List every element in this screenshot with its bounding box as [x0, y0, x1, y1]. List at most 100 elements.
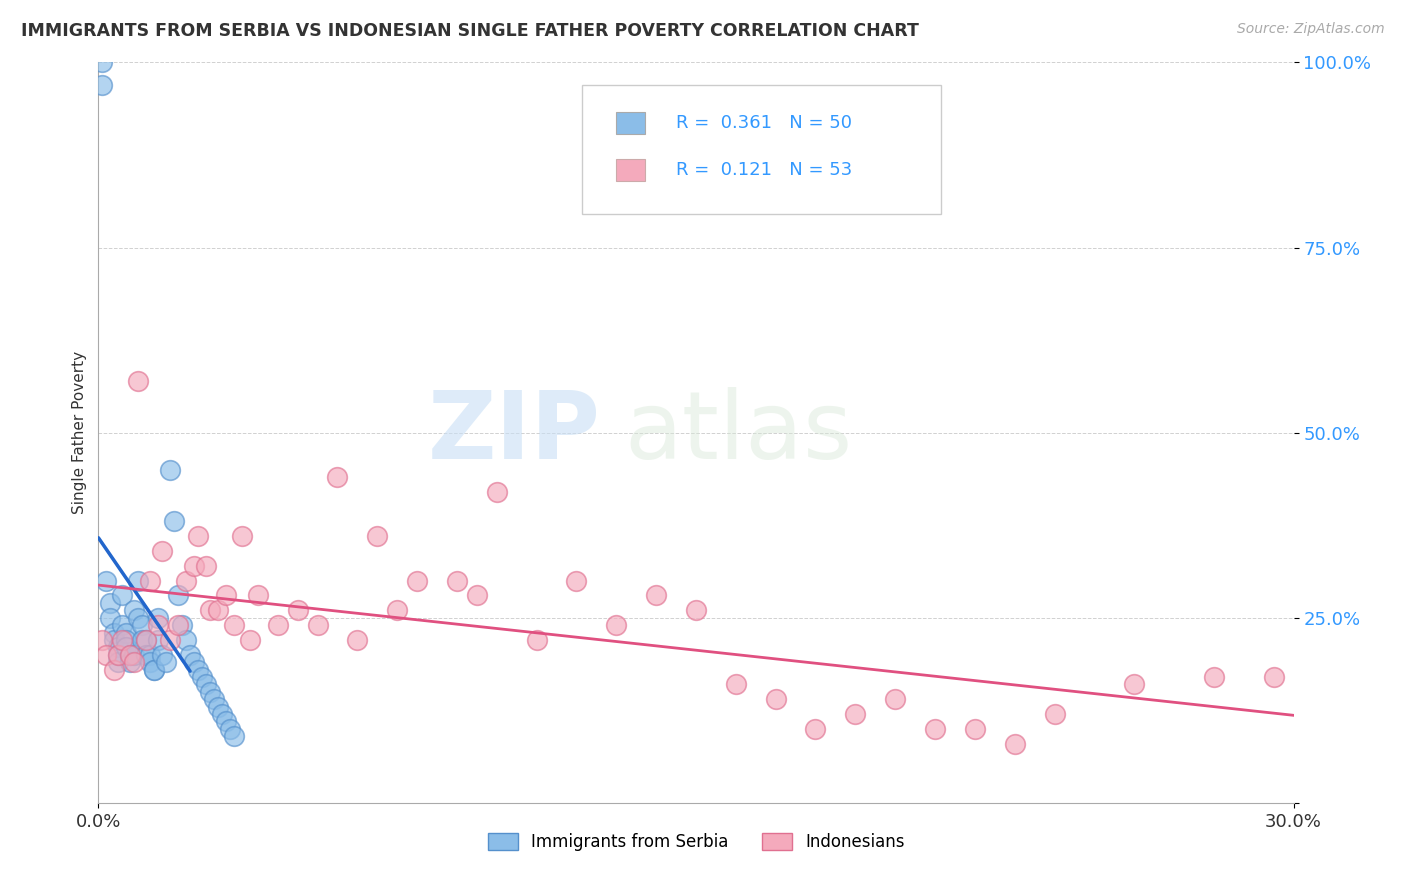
Text: ZIP: ZIP — [427, 386, 600, 479]
Point — [446, 574, 468, 588]
Point — [150, 544, 173, 558]
Point — [385, 603, 409, 617]
Point — [115, 640, 138, 655]
Text: R =  0.121   N = 53: R = 0.121 N = 53 — [676, 161, 852, 178]
Point — [267, 618, 290, 632]
Point — [159, 462, 181, 476]
Point — [239, 632, 262, 647]
FancyBboxPatch shape — [616, 159, 644, 181]
Point — [120, 655, 142, 669]
Point — [111, 632, 134, 647]
Point — [155, 655, 177, 669]
Point — [96, 574, 118, 588]
Point — [167, 589, 190, 603]
Point — [148, 610, 170, 624]
Point — [103, 663, 125, 677]
Point — [191, 670, 214, 684]
Point — [111, 618, 134, 632]
Point — [174, 632, 197, 647]
Point — [765, 692, 787, 706]
Point — [103, 632, 125, 647]
Point — [179, 648, 201, 662]
Point — [127, 610, 149, 624]
Text: atlas: atlas — [624, 386, 852, 479]
Point — [246, 589, 269, 603]
Point — [645, 589, 668, 603]
Point — [183, 655, 205, 669]
Point — [366, 529, 388, 543]
Point — [148, 632, 170, 647]
Point — [195, 558, 218, 573]
Point — [148, 618, 170, 632]
Point — [174, 574, 197, 588]
Point — [159, 632, 181, 647]
FancyBboxPatch shape — [616, 112, 644, 135]
FancyBboxPatch shape — [582, 85, 941, 214]
Point — [724, 677, 747, 691]
Point — [91, 55, 114, 70]
Point — [91, 78, 114, 92]
Point — [963, 722, 986, 736]
Point — [187, 663, 209, 677]
Point — [195, 677, 218, 691]
Point — [98, 596, 122, 610]
Point — [605, 618, 627, 632]
Point — [884, 692, 907, 706]
Legend: Immigrants from Serbia, Indonesians: Immigrants from Serbia, Indonesians — [481, 826, 911, 857]
Point — [215, 589, 238, 603]
Point — [198, 603, 221, 617]
Point — [139, 648, 162, 662]
Point — [187, 529, 209, 543]
Point — [124, 655, 146, 669]
Point — [127, 374, 149, 388]
Y-axis label: Single Father Poverty: Single Father Poverty — [72, 351, 87, 514]
Point — [107, 655, 129, 669]
Point — [565, 574, 588, 588]
Point — [222, 729, 245, 743]
Point — [139, 655, 162, 669]
Point — [1123, 677, 1146, 691]
Point — [131, 632, 153, 647]
Point — [96, 648, 118, 662]
Point — [222, 618, 245, 632]
Point — [346, 632, 368, 647]
Point — [115, 632, 138, 647]
Point — [183, 558, 205, 573]
Point — [307, 618, 329, 632]
Point — [211, 706, 233, 721]
Point — [127, 574, 149, 588]
Point — [172, 618, 194, 632]
Point — [219, 722, 242, 736]
Point — [924, 722, 946, 736]
Point — [120, 648, 142, 662]
Point — [111, 589, 134, 603]
Text: Source: ZipAtlas.com: Source: ZipAtlas.com — [1237, 22, 1385, 37]
Point — [207, 603, 229, 617]
Point — [135, 648, 157, 662]
Point — [202, 692, 225, 706]
Point — [231, 529, 253, 543]
Point — [107, 648, 129, 662]
Point — [844, 706, 866, 721]
Point — [406, 574, 429, 588]
Point — [198, 685, 221, 699]
Point — [91, 632, 114, 647]
Point — [1043, 706, 1066, 721]
Point — [139, 574, 162, 588]
Point — [150, 648, 173, 662]
Text: R =  0.361   N = 50: R = 0.361 N = 50 — [676, 114, 852, 132]
Point — [804, 722, 827, 736]
Point — [143, 663, 166, 677]
Point — [124, 648, 146, 662]
Point — [1202, 670, 1225, 684]
Point — [103, 625, 125, 640]
Point — [135, 632, 157, 647]
Point — [107, 640, 129, 655]
Point — [685, 603, 707, 617]
Point — [485, 484, 508, 499]
Point — [124, 603, 146, 617]
Text: IMMIGRANTS FROM SERBIA VS INDONESIAN SINGLE FATHER POVERTY CORRELATION CHART: IMMIGRANTS FROM SERBIA VS INDONESIAN SIN… — [21, 22, 920, 40]
Point — [143, 663, 166, 677]
Point — [1004, 737, 1026, 751]
Point — [526, 632, 548, 647]
